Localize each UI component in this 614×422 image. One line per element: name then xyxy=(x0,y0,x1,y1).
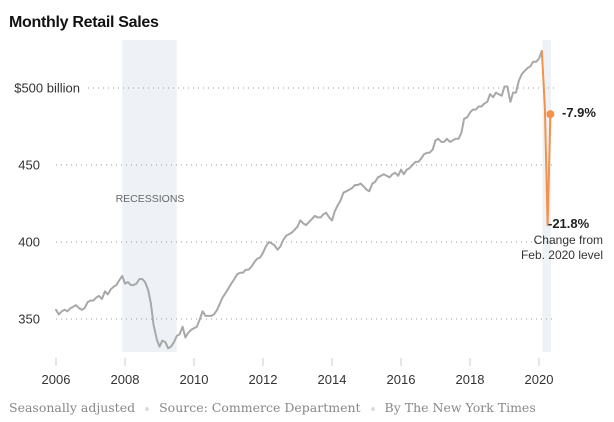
series-lines xyxy=(55,50,555,350)
y-tick-label: 400 xyxy=(18,235,40,250)
credit-note: By The New York Times xyxy=(384,400,536,415)
adjustment-note: Seasonally adjusted xyxy=(9,400,136,415)
y-axis-labels: 350 400 450 $500 billion xyxy=(14,81,80,327)
x-tick-label: 2014 xyxy=(318,372,347,387)
x-tick-label: 2006 xyxy=(42,372,71,387)
y-tick-label: $500 billion xyxy=(14,81,80,96)
change-note-line2: Feb. 2020 level xyxy=(521,248,603,262)
separator-dot xyxy=(370,406,375,411)
sales-line xyxy=(55,50,543,350)
x-tick-label: 2020 xyxy=(525,372,554,387)
x-tick-label: 2008 xyxy=(111,372,140,387)
y-tick-label: 350 xyxy=(18,312,40,327)
x-tick-label: 2018 xyxy=(456,372,485,387)
x-axis: 2006 2008 2010 2012 2014 2016 2018 2020 xyxy=(42,358,554,387)
pandemic-drop-line xyxy=(540,50,552,227)
recession-bands xyxy=(122,40,552,352)
chart-title: Monthly Retail Sales xyxy=(9,14,159,31)
source-note: Source: Commerce Department xyxy=(159,400,361,415)
may-2020-point xyxy=(546,110,555,119)
chart-footer: Seasonally adjusted Source: Commerce Depa… xyxy=(9,400,536,415)
y-tick-label: 450 xyxy=(18,158,40,173)
x-tick-label: 2016 xyxy=(387,372,416,387)
gridlines xyxy=(56,87,556,320)
april-change-label: -21.8% xyxy=(548,216,590,231)
separator-dot xyxy=(145,406,150,411)
may-change-label: -7.9% xyxy=(562,105,596,120)
x-tick-label: 2010 xyxy=(180,372,209,387)
recessions-label: RECESSIONS xyxy=(116,193,185,205)
change-note-line1: Change from xyxy=(534,233,603,247)
annotations: -7.9% -21.8% Change from Feb. 2020 level xyxy=(521,105,603,262)
x-tick-label: 2012 xyxy=(249,372,278,387)
